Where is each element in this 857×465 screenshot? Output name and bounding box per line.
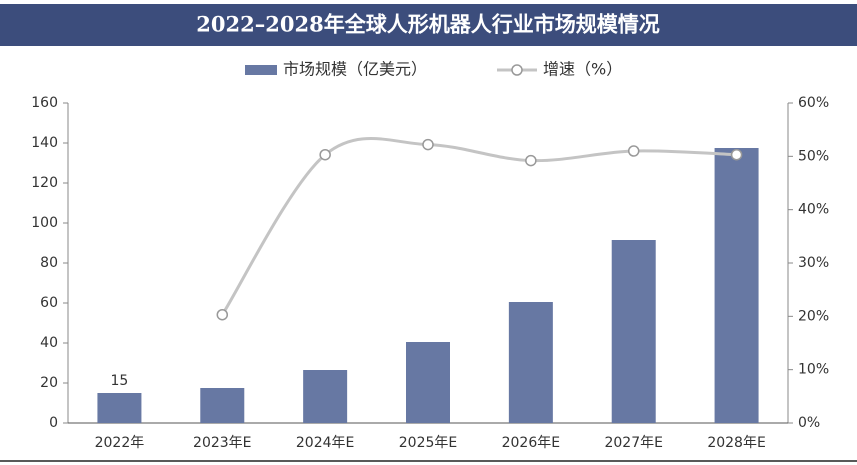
line-marker (319, 148, 331, 161)
x-tick-label: 2024年E (296, 435, 354, 451)
y2-tick-label: 20% (798, 308, 829, 324)
bar (97, 393, 142, 423)
x-tick-label: 2028年E (707, 435, 765, 451)
line-marker (627, 145, 640, 157)
title-bar (0, 4, 857, 46)
y-tick-label: 20 (40, 375, 58, 391)
x-tick-label: 2027年E (604, 435, 662, 451)
line-marker (525, 154, 537, 167)
y-tick-label: 0 (49, 415, 58, 431)
y-tick-label: 100 (31, 215, 58, 231)
line-marker (422, 138, 434, 151)
line (221, 137, 737, 316)
legend-label: 增速（%） (543, 60, 622, 79)
y-tick-label: 80 (40, 255, 58, 271)
x-tick-label: 2026年E (502, 435, 560, 451)
y-tick-label: 60 (40, 295, 58, 311)
bar (508, 302, 553, 423)
bar (611, 240, 656, 423)
y-tick-label: 160 (31, 95, 58, 111)
legend-swatch (245, 65, 277, 75)
bar (406, 342, 450, 423)
y2-tick-label: 30% (798, 255, 829, 271)
x-tick-label: 2025年E (399, 435, 457, 451)
y2-tick-label: 50% (798, 148, 829, 164)
bar (303, 370, 348, 423)
bar (200, 388, 245, 423)
y2-tick-label: 40% (798, 202, 829, 218)
data-label: 15 (111, 373, 129, 389)
y2-tick-label: 60% (798, 95, 829, 111)
y-tick-label: 120 (31, 175, 58, 191)
legend-swatch (511, 64, 523, 76)
line-marker (730, 148, 743, 161)
bar (714, 148, 759, 423)
x-tick-label: 2023年E (193, 435, 251, 451)
line-marker (216, 308, 229, 321)
y-tick-label: 40 (40, 335, 58, 351)
y2-tick-label: 0% (798, 415, 820, 431)
chart-title: 2022–2028年全球人形机器人行业市场规模情况 (196, 12, 659, 37)
x-tick-label: 2022年 (95, 435, 145, 451)
y-tick-label: 140 (31, 135, 58, 151)
y2-tick-label: 10% (798, 362, 829, 378)
legend-label: 市场规模（亿美元） (283, 60, 427, 79)
